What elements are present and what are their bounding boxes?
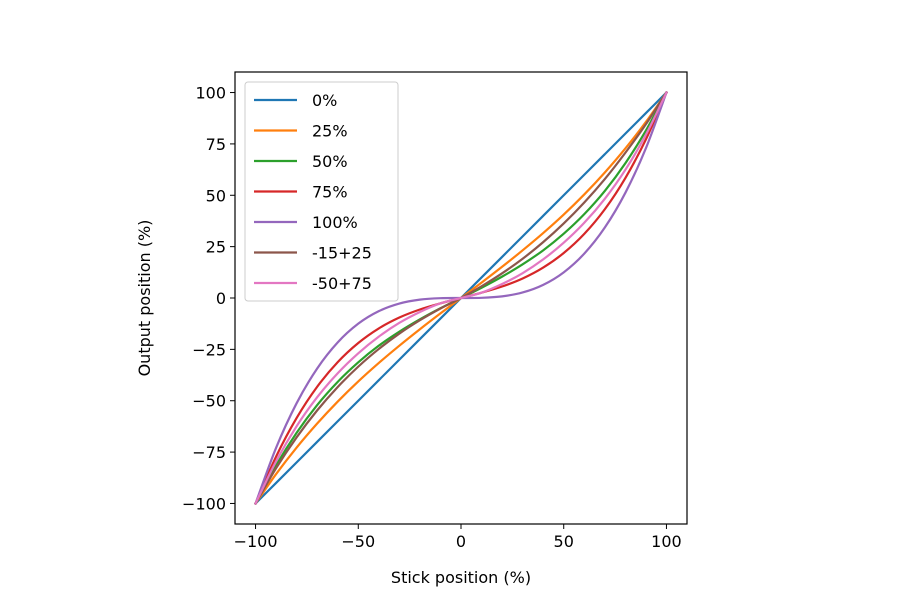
legend-label-0: 0% <box>312 91 337 110</box>
legend-label-6: -50+75 <box>312 274 372 293</box>
y-tick-label-6: 50 <box>206 186 226 205</box>
plot-frame <box>234 71 688 525</box>
x-axis-label: Stick position (%) <box>391 568 531 587</box>
y-tick-label-5: 25 <box>206 238 226 257</box>
y-tick-label-8: 100 <box>195 84 226 103</box>
x-tick-label-0: −100 <box>234 532 278 551</box>
x-tick-label-4: 100 <box>651 532 682 551</box>
legend-label-5: -15+25 <box>312 244 372 263</box>
legend-label-4: 100% <box>312 213 358 232</box>
legend-label-1: 25% <box>312 122 348 141</box>
x-tick-label-2: 0 <box>456 532 466 551</box>
legend-box <box>244 81 399 302</box>
series-lines <box>253 90 669 506</box>
y-tick-label-3: −25 <box>192 340 226 359</box>
y-tick-label-7: 75 <box>206 135 226 154</box>
legend: 0% 25% 50% 75% 100% -15+25 -50+75 <box>244 81 399 302</box>
y-tick-label-1: −75 <box>192 443 226 462</box>
axis-ticks: −100 −50 0 50 100 −100 −75 −50 −25 0 25 50 75 100 <box>182 84 682 551</box>
x-tick-label-3: 50 <box>554 532 574 551</box>
x-tick-label-1: −50 <box>341 532 375 551</box>
y-tick-label-4: 0 <box>216 289 226 308</box>
y-tick-label-2: −50 <box>192 392 226 411</box>
series-line-6 <box>254 91 668 505</box>
legend-label-3: 75% <box>312 183 348 202</box>
y-axis-label: Output position (%) <box>135 220 154 377</box>
legend-label-2: 50% <box>312 152 348 171</box>
y-tick-label-0: −100 <box>182 494 226 513</box>
